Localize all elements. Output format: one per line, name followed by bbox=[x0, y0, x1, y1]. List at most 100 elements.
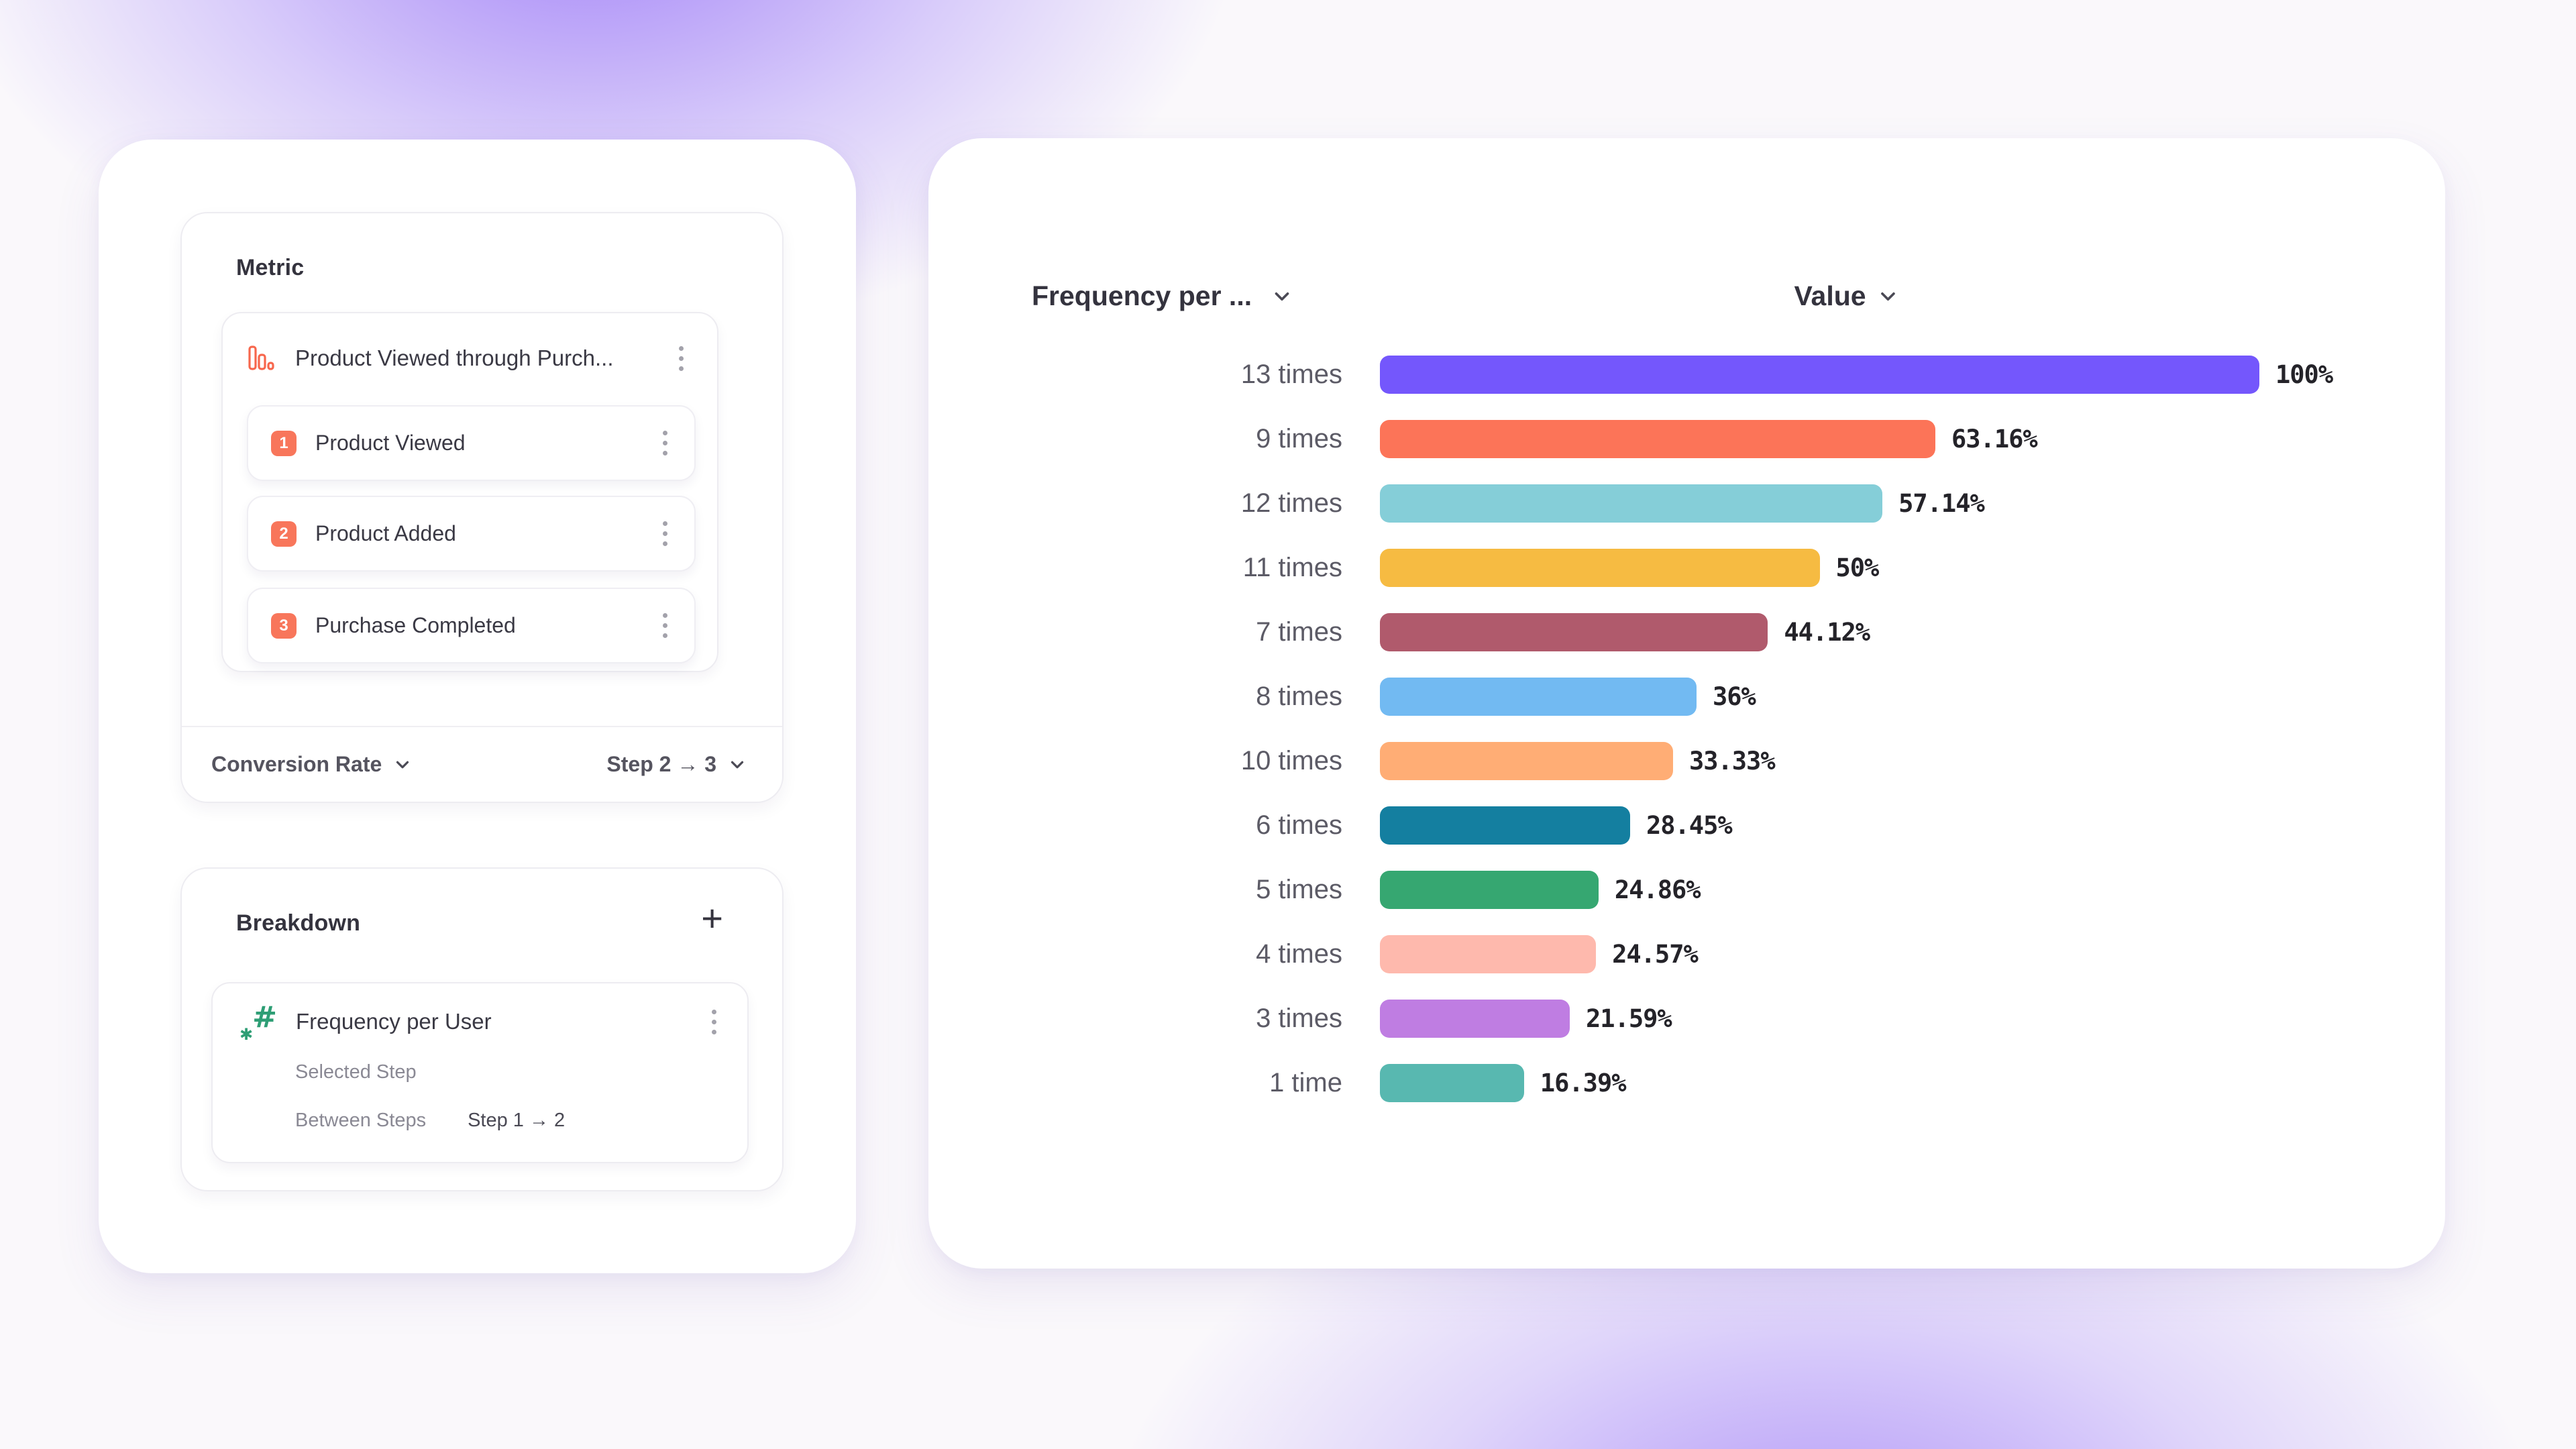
chart-row: 12 times 57.14% bbox=[928, 471, 2445, 535]
chart-row: 1 time 16.39% bbox=[928, 1051, 2445, 1115]
kebab-dot bbox=[712, 1019, 716, 1024]
bar-track: 24.86% bbox=[1380, 870, 2339, 909]
category-label: 10 times bbox=[1240, 745, 1342, 775]
bar-track: 36% bbox=[1380, 677, 2339, 716]
funnel-step-2[interactable]: 2 Product Added bbox=[247, 496, 696, 572]
value-label: 100% bbox=[2275, 360, 2333, 389]
chart-row: 5 times 24.86% bbox=[928, 857, 2445, 922]
category-label: 1 time bbox=[1269, 1067, 1342, 1097]
kebab-dot bbox=[663, 623, 667, 628]
breakdown-menu-button[interactable] bbox=[705, 1003, 723, 1041]
chart-row: 4 times 24.57% bbox=[928, 922, 2445, 986]
kebab-dot bbox=[663, 521, 667, 526]
chevron-down-icon bbox=[1275, 292, 1289, 301]
bar[interactable] bbox=[1380, 1063, 1524, 1102]
chevron-down-icon bbox=[731, 761, 744, 768]
bar[interactable] bbox=[1380, 741, 1673, 780]
chart-row: 9 times 63.16% bbox=[928, 407, 2445, 471]
funnel-header-row[interactable]: Product Viewed through Purch... bbox=[223, 313, 717, 403]
metric-footer: Conversion Rate Step 2 → 3 bbox=[182, 726, 782, 802]
bar[interactable] bbox=[1380, 548, 1820, 587]
bar-track: 50% bbox=[1380, 548, 2339, 587]
value-label: 50% bbox=[1835, 553, 1880, 582]
step-label: Product Viewed bbox=[315, 431, 466, 455]
bar[interactable] bbox=[1380, 806, 1630, 845]
kebab-dot bbox=[679, 345, 684, 351]
kebab-dot bbox=[712, 1029, 716, 1034]
bar[interactable] bbox=[1380, 484, 1883, 523]
metric-panel-title: Metric bbox=[236, 255, 305, 280]
between-steps-option[interactable]: Between Steps Step 1 → 2 bbox=[295, 1110, 565, 1132]
selected-step-option[interactable]: Selected Step bbox=[295, 1061, 417, 1083]
bar-track: 33.33% bbox=[1380, 741, 2339, 780]
step-menu-button[interactable] bbox=[656, 515, 674, 553]
funnel-chart-icon bbox=[248, 345, 274, 370]
conversion-rate-dropdown[interactable]: Conversion Rate bbox=[211, 752, 413, 777]
add-breakdown-button[interactable]: + bbox=[701, 897, 723, 939]
funnel-box: Product Viewed through Purch... 1 Produc… bbox=[221, 312, 718, 672]
value-label: 28.45% bbox=[1646, 810, 1733, 840]
step-label: Purchase Completed bbox=[315, 613, 516, 637]
category-label: 12 times bbox=[1240, 488, 1342, 518]
value-label: 63.16% bbox=[1951, 424, 2038, 453]
bar-track: 63.16% bbox=[1380, 419, 2339, 458]
kebab-dot bbox=[679, 366, 684, 371]
chart-row: 10 times 33.33% bbox=[928, 729, 2445, 793]
category-label: 7 times bbox=[1256, 616, 1342, 647]
category-label: 6 times bbox=[1256, 810, 1342, 840]
chevron-down-icon bbox=[396, 761, 409, 768]
step-menu-button[interactable] bbox=[656, 424, 674, 462]
category-label: 3 times bbox=[1256, 1003, 1342, 1033]
bar[interactable] bbox=[1380, 612, 1768, 651]
chart-row: 3 times 21.59% bbox=[928, 986, 2445, 1051]
value-label: 24.57% bbox=[1612, 939, 1699, 969]
category-label: 13 times bbox=[1240, 359, 1342, 389]
step-menu-button[interactable] bbox=[656, 606, 674, 645]
bar-track: 24.57% bbox=[1380, 934, 2339, 973]
numeric-property-icon: # ✱ bbox=[239, 1000, 277, 1044]
chart-row: 8 times 36% bbox=[928, 664, 2445, 729]
breakdown-panel: Breakdown + # ✱ Frequency per User Selec… bbox=[180, 867, 784, 1191]
chevron-down-icon bbox=[1881, 292, 1895, 301]
bar-track: 100% bbox=[1380, 355, 2339, 394]
category-label: 11 times bbox=[1242, 552, 1342, 582]
category-label: 9 times bbox=[1256, 423, 1342, 453]
funnel-step-3[interactable]: 3 Purchase Completed bbox=[247, 588, 696, 663]
value-label: 24.86% bbox=[1614, 875, 1701, 904]
funnel-step-1[interactable]: 1 Product Viewed bbox=[247, 405, 696, 481]
value-column-header: Value bbox=[1794, 280, 1866, 311]
funnel-menu-button[interactable] bbox=[672, 339, 690, 378]
category-column-dropdown[interactable]: Frequency per ... bbox=[1032, 280, 1293, 312]
kebab-dot bbox=[663, 613, 667, 618]
kebab-dot bbox=[663, 531, 667, 536]
chart-card: Frequency per ... Value 13 times 100% 9 ti… bbox=[928, 138, 2445, 1269]
breakdown-item[interactable]: # ✱ Frequency per User Selected Step Bet… bbox=[211, 982, 749, 1163]
kebab-dot bbox=[663, 431, 667, 435]
metric-panel: Metric Product Viewed through Purch... 1… bbox=[180, 212, 784, 803]
step-range-label: Step 2 → 3 bbox=[606, 752, 716, 776]
category-column-header: Frequency per ... bbox=[1032, 280, 1252, 311]
chart-header: Frequency per ... Value bbox=[928, 280, 2445, 337]
bar[interactable] bbox=[1380, 355, 2259, 394]
bar[interactable] bbox=[1380, 999, 1570, 1038]
step-number-badge: 1 bbox=[271, 430, 297, 456]
between-steps-value: Step 1 → 2 bbox=[468, 1110, 566, 1131]
value-column-dropdown[interactable]: Value bbox=[1794, 280, 1899, 312]
kebab-dot bbox=[679, 356, 684, 361]
bar[interactable] bbox=[1380, 419, 1936, 458]
chart-row: 7 times 44.12% bbox=[928, 600, 2445, 664]
bar[interactable] bbox=[1380, 934, 1597, 973]
breakdown-panel-title: Breakdown bbox=[236, 910, 361, 936]
between-steps-label: Between Steps bbox=[295, 1110, 427, 1131]
kebab-dot bbox=[663, 451, 667, 455]
breakdown-item-header: # ✱ Frequency per User bbox=[213, 1000, 747, 1044]
chart-row: 13 times 100% bbox=[928, 342, 2445, 407]
bar[interactable] bbox=[1380, 677, 1697, 716]
bar-chart-rows: 13 times 100% 9 times 63.16% 12 times 57.14% 1… bbox=[928, 342, 2445, 1115]
bar[interactable] bbox=[1380, 870, 1599, 909]
kebab-dot bbox=[663, 633, 667, 638]
value-label: 44.12% bbox=[1784, 617, 1870, 647]
step-range-dropdown[interactable]: Step 2 → 3 bbox=[606, 752, 747, 777]
value-label: 21.59% bbox=[1586, 1004, 1672, 1033]
